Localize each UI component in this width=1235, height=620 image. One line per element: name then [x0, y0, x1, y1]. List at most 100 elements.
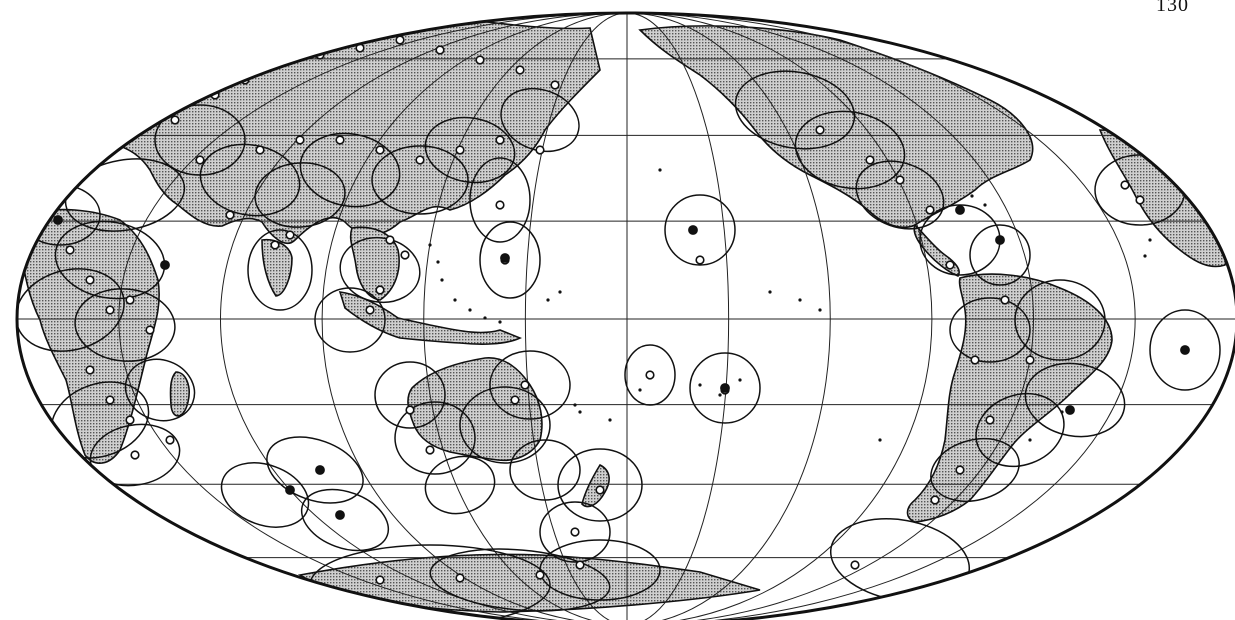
landmass-madagascar	[169, 371, 190, 417]
filled-circle-station	[995, 235, 1005, 245]
open-circle-station	[395, 35, 405, 45]
filled-circle-station	[688, 225, 698, 235]
landmass-new-zealand	[581, 463, 610, 508]
filled-circle-station	[315, 465, 325, 475]
meridian-line	[423, 13, 628, 620]
open-circle-station	[970, 355, 980, 365]
filled-circle-station	[160, 260, 170, 270]
error-ellipse	[664, 194, 736, 266]
open-circle-station	[945, 260, 955, 270]
island-speck	[436, 260, 440, 264]
error-ellipse	[1024, 362, 1126, 438]
meridian-line	[626, 13, 933, 620]
open-circle-station	[570, 527, 580, 537]
open-circle-station	[850, 560, 860, 570]
island-speck	[578, 410, 582, 414]
open-circle-station	[495, 200, 505, 210]
open-circle-station	[125, 415, 135, 425]
filled-circle-station	[53, 215, 63, 225]
meridian-line	[321, 13, 628, 620]
island-speck	[468, 308, 472, 312]
open-circle-station	[375, 575, 385, 585]
landmass-south-america	[906, 273, 1113, 523]
error-ellipse	[624, 344, 676, 406]
open-circle-station	[225, 210, 235, 220]
error-ellipse	[124, 358, 196, 422]
error-ellipse	[557, 448, 643, 522]
open-circle-station	[375, 285, 385, 295]
island-speck	[983, 203, 987, 207]
open-circle-station	[105, 395, 115, 405]
error-ellipse	[794, 110, 906, 190]
open-circle-station	[985, 415, 995, 425]
island-speck	[1148, 238, 1152, 242]
open-circle-station	[415, 155, 425, 165]
open-circle-station	[535, 145, 545, 155]
island-speck	[738, 378, 742, 382]
open-circle-station	[930, 495, 940, 505]
error-ellipse	[539, 501, 611, 563]
open-circle-station	[335, 135, 345, 145]
open-circle-station	[255, 145, 265, 155]
open-circle-station	[85, 275, 95, 285]
island-speck	[573, 403, 577, 407]
error-ellipse	[247, 229, 313, 311]
open-circle-station	[520, 380, 530, 390]
meridian-line	[626, 13, 1136, 620]
error-ellipse	[17, 268, 125, 352]
filled-circle-station	[1180, 345, 1190, 355]
open-circle-station	[385, 235, 395, 245]
open-circle-station	[1025, 355, 1035, 365]
error-ellipse	[469, 157, 531, 243]
open-circle-station	[475, 55, 485, 65]
error-ellipse	[424, 116, 516, 184]
island-speck	[608, 418, 612, 422]
open-circle-station	[65, 245, 75, 255]
island-speck	[970, 194, 974, 198]
open-circle-station	[510, 395, 520, 405]
error-ellipse	[74, 288, 176, 362]
open-circle-station	[375, 145, 385, 155]
filled-circle-station	[720, 383, 730, 393]
error-ellipse	[734, 70, 856, 150]
error-ellipse	[299, 132, 401, 208]
island-speck	[798, 298, 802, 302]
error-ellipse	[949, 297, 1031, 363]
island-speck	[638, 388, 642, 392]
filled-circle-station	[955, 205, 965, 215]
open-circle-station	[865, 155, 875, 165]
open-circle-station	[285, 230, 295, 240]
meridian-line	[626, 13, 1035, 620]
error-ellipse	[459, 386, 551, 464]
island-speck	[483, 316, 487, 320]
error-ellipse	[371, 145, 469, 215]
open-circle-station	[645, 370, 655, 380]
meridian-line	[626, 13, 730, 620]
error-ellipse	[489, 350, 571, 420]
filled-circle-station	[285, 485, 295, 495]
island-speck	[558, 290, 562, 294]
error-ellipse	[539, 539, 661, 601]
open-circle-station	[105, 305, 115, 315]
meridian-line	[524, 13, 628, 620]
island-speck	[498, 320, 502, 324]
open-circle-station	[270, 240, 280, 250]
error-ellipse	[429, 548, 611, 612]
error-ellipse	[689, 352, 761, 424]
error-ellipse	[1149, 309, 1221, 391]
island-speck	[1028, 438, 1032, 442]
open-circle-station	[815, 125, 825, 135]
error-ellipse	[500, 87, 580, 153]
open-circle-station	[595, 485, 605, 495]
island-speck	[818, 308, 822, 312]
filled-circle-station	[1065, 405, 1075, 415]
open-circle-station	[550, 80, 560, 90]
island-speck	[453, 298, 457, 302]
error-ellipse	[220, 462, 310, 528]
meridian-line	[219, 13, 628, 620]
meridian-line	[626, 13, 831, 620]
landmass-indonesia	[338, 291, 523, 345]
island-speck	[428, 243, 432, 247]
